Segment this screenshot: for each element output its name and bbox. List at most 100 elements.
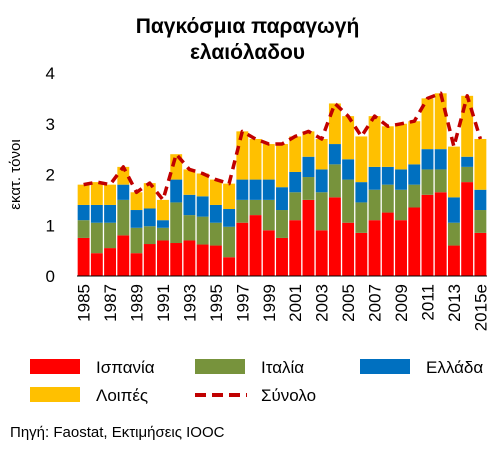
x-tick-label: 1995 <box>207 284 226 322</box>
legend-swatch <box>30 387 80 402</box>
bar-segment <box>421 169 434 195</box>
bar-segment <box>315 230 328 276</box>
bar-segment <box>77 220 90 238</box>
bar-segment <box>315 192 328 231</box>
legend-label: Λοιπές <box>96 386 148 405</box>
bar-segment <box>223 226 236 258</box>
bar-segment <box>183 215 196 241</box>
bar-segment <box>262 230 275 276</box>
x-tick-label: 1989 <box>128 284 147 322</box>
legend-swatch <box>30 359 80 374</box>
x-tick-label: 2003 <box>313 284 332 322</box>
bar-segment <box>143 208 156 227</box>
bar-segment <box>289 220 302 276</box>
bar-segment <box>117 184 130 200</box>
bar-segment <box>342 159 355 180</box>
bar-segment <box>381 166 394 185</box>
bar-segment <box>328 144 341 165</box>
bar-segment <box>368 220 381 276</box>
bar-segment <box>342 222 355 276</box>
bar-segment <box>157 199 169 221</box>
bar-segment <box>130 253 143 276</box>
bar-segment <box>90 253 103 276</box>
x-tick-label: 1999 <box>260 284 279 322</box>
bar-segment <box>223 183 236 210</box>
bar-segment <box>434 192 447 276</box>
bar-segment <box>421 194 434 276</box>
bar-segment <box>117 199 130 236</box>
bar-segment <box>77 237 90 276</box>
legend-label: Ελλάδα <box>426 358 483 377</box>
y-tick-label: 1 <box>46 216 55 235</box>
bar-segment <box>276 187 288 211</box>
bar-segment <box>249 199 262 216</box>
x-tick-label: 1985 <box>75 284 94 322</box>
bar-segment <box>381 212 394 276</box>
y-axis-label: εκατ. τόνοι <box>7 139 24 209</box>
bar-segment <box>447 146 460 198</box>
bar-segment <box>461 95 474 157</box>
bar-segment <box>183 240 196 276</box>
bar-segment <box>302 199 315 276</box>
bar-segment <box>461 156 474 167</box>
bar-segment <box>302 177 315 200</box>
bar-segment <box>368 189 381 221</box>
bar-segment <box>395 123 407 170</box>
bar-segment <box>408 184 421 208</box>
bar-segment <box>236 179 249 200</box>
bar-segment <box>368 116 381 167</box>
source-note: Πηγή: Faostat, Εκτιμήσεις IOOC <box>10 424 225 441</box>
bar-segment <box>130 227 143 254</box>
y-tick-label: 0 <box>46 267 55 286</box>
bar-segment <box>276 144 288 188</box>
bar-segment <box>381 126 394 167</box>
bar-segment <box>408 121 421 165</box>
bar-segment <box>328 164 341 198</box>
bar-segment <box>474 138 487 190</box>
legend-swatch <box>195 359 245 374</box>
bar-segment <box>447 245 460 276</box>
bar-segment <box>302 131 315 157</box>
bar-segment <box>474 210 487 233</box>
bar-segment <box>262 179 275 200</box>
x-tick-label: 2011 <box>418 284 437 321</box>
bar-segment <box>289 192 302 221</box>
x-tick-label: 2001 <box>286 284 305 322</box>
bar-segment <box>461 166 474 183</box>
bar-segment <box>289 136 302 172</box>
legend-swatch <box>360 359 410 374</box>
bar-segment <box>342 179 355 223</box>
bar-segment <box>157 240 169 276</box>
x-tick-label: 2007 <box>366 284 385 322</box>
legend-label: Ισπανία <box>96 358 155 377</box>
bar-segment <box>421 149 434 170</box>
x-tick-label: 1993 <box>180 284 199 322</box>
bar-segment <box>395 220 407 276</box>
bar-segment <box>77 184 90 205</box>
bar-segment <box>183 169 196 195</box>
legend-label: Σύνολο <box>261 386 316 405</box>
bar-segment <box>434 169 447 193</box>
legend-label: Ιταλία <box>261 358 304 377</box>
x-tick-label: 2015e <box>471 284 490 331</box>
bar-segment <box>117 166 130 185</box>
bar-segment <box>434 93 447 150</box>
bar-segment <box>447 197 460 223</box>
bar-segment <box>196 196 209 217</box>
bar-segment <box>183 194 196 216</box>
bar-segment <box>289 171 302 193</box>
bar-segment <box>328 103 341 145</box>
bar-segment <box>328 197 341 276</box>
bar-segment <box>170 154 183 180</box>
y-tick-label: 3 <box>46 115 55 134</box>
bar-segment <box>447 222 460 246</box>
bar-segment <box>117 235 130 276</box>
bar-segment <box>104 248 117 276</box>
bar-segment <box>104 222 117 249</box>
bar-segment <box>130 192 143 211</box>
bar-segment <box>104 204 117 223</box>
bar-segment <box>170 243 183 276</box>
total-line <box>83 91 483 202</box>
x-tick-label: 1987 <box>101 284 120 322</box>
bar-segment <box>434 149 447 170</box>
